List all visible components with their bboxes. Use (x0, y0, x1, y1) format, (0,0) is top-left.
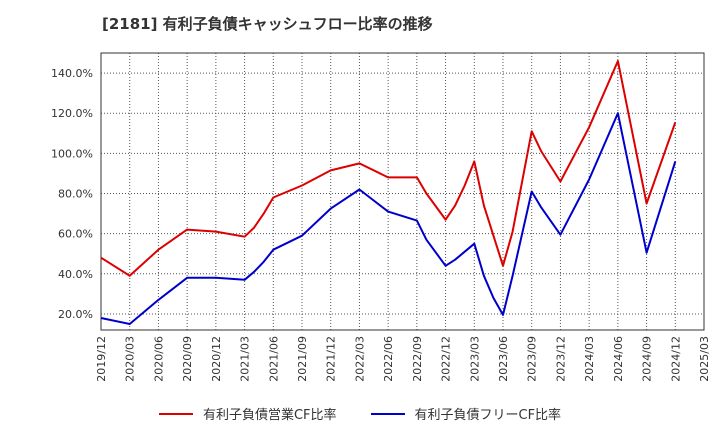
x-tick-label: 2022/09 (411, 336, 424, 382)
x-tick-label: 2019/12 (95, 336, 108, 382)
legend-swatch-operating-cf (158, 412, 193, 415)
x-tick-label: 2024/12 (669, 336, 682, 382)
x-tick-label: 2023/03 (468, 336, 481, 382)
x-tick-label: 2020/06 (152, 336, 165, 382)
x-tick-label: 2021/03 (239, 336, 252, 382)
chart-title: [2181] 有利子負債キャッシュフロー比率の推移 (102, 15, 433, 33)
x-tick-label: 2024/09 (641, 336, 654, 382)
x-tick-label: 2022/12 (440, 336, 453, 382)
x-tick-label: 2022/06 (382, 336, 395, 382)
y-tick-label: 80.0% (58, 188, 93, 201)
x-tick-label: 2023/12 (554, 336, 567, 382)
y-tick-label: 140.0% (51, 67, 93, 80)
x-tick-label: 2021/12 (325, 336, 338, 382)
y-axis: 20.0% 40.0% 60.0% 80.0% 100.0% 120.0% 140.0% (51, 67, 93, 321)
x-tick-label: 2022/03 (353, 336, 366, 382)
legend-item-free-cf: 有利子負債フリーCF比率 (370, 404, 562, 423)
legend: 有利子負債営業CF比率 有利子負債フリーCF比率 (0, 404, 720, 423)
y-tick-label: 100.0% (51, 147, 93, 160)
series-line-free-cf (100, 112, 677, 325)
legend-item-operating-cf: 有利子負債営業CF比率 (158, 404, 337, 423)
y-tick-label: 40.0% (58, 268, 93, 281)
x-tick-label: 2020/03 (124, 336, 137, 382)
x-tick-label: 2025/03 (698, 336, 711, 382)
x-tick-label: 2021/06 (267, 336, 280, 382)
legend-swatch-free-cf (370, 412, 405, 415)
legend-label-operating-cf: 有利子負債営業CF比率 (202, 408, 337, 423)
y-tick-label: 20.0% (58, 308, 93, 321)
x-axis: 2019/12 2020/03 2020/06 2020/09 2020/12 2021/… (95, 336, 711, 382)
x-tick-label: 2020/09 (181, 336, 194, 382)
series-lines (100, 60, 677, 325)
legend-label-free-cf: 有利子負債フリーCF比率 (414, 408, 562, 423)
x-tick-label: 2020/12 (210, 336, 223, 382)
series-line-operating-cf (100, 60, 677, 277)
x-tick-label: 2023/06 (497, 336, 510, 382)
x-tick-label: 2024/06 (612, 336, 625, 382)
y-tick-label: 120.0% (51, 107, 93, 120)
x-tick-label: 2021/09 (296, 336, 309, 382)
plot-frame (100, 52, 705, 331)
y-tick-label: 60.0% (58, 228, 93, 241)
grid (100, 53, 705, 330)
x-tick-label: 2024/03 (583, 336, 596, 382)
x-tick-label: 2023/09 (526, 336, 539, 382)
